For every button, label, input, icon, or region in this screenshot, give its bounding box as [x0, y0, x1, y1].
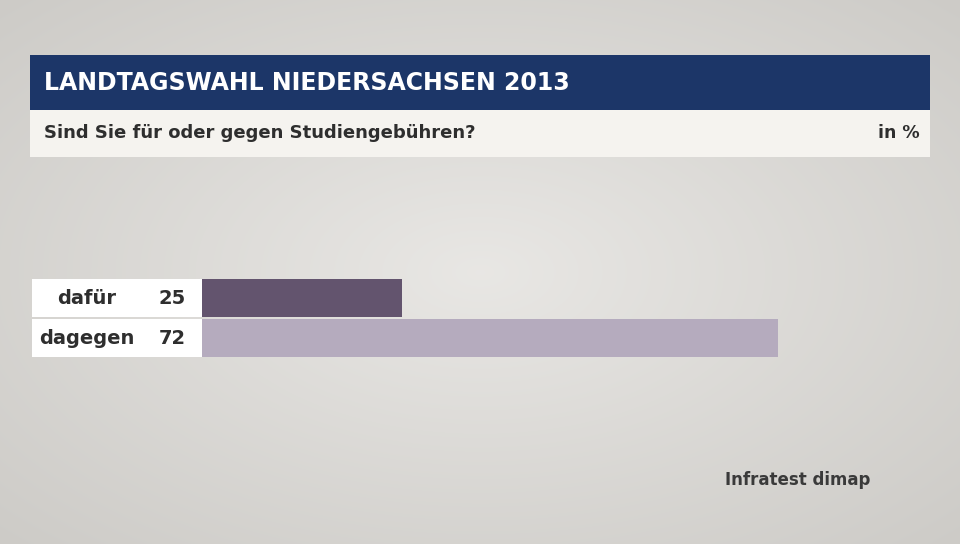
Text: 72: 72 [158, 329, 185, 348]
Bar [202, 279, 402, 317]
Bar [142, 319, 202, 357]
Text: in %: in % [878, 125, 920, 143]
Text: dafür: dafür [58, 288, 116, 307]
Bar [30, 55, 930, 110]
Text: LANDTAGSWAHL NIEDERSACHSEN 2013: LANDTAGSWAHL NIEDERSACHSEN 2013 [44, 71, 569, 95]
Text: dagegen: dagegen [39, 329, 134, 348]
Bar [32, 279, 142, 317]
Bar [202, 319, 778, 357]
Bar [30, 110, 930, 157]
Text: Sind Sie für oder gegen Studiengebühren?: Sind Sie für oder gegen Studiengebühren? [44, 125, 475, 143]
Text: 25: 25 [158, 288, 185, 307]
Text: Infratest dimap: Infratest dimap [725, 471, 870, 489]
Bar [32, 319, 142, 357]
Bar [142, 279, 202, 317]
